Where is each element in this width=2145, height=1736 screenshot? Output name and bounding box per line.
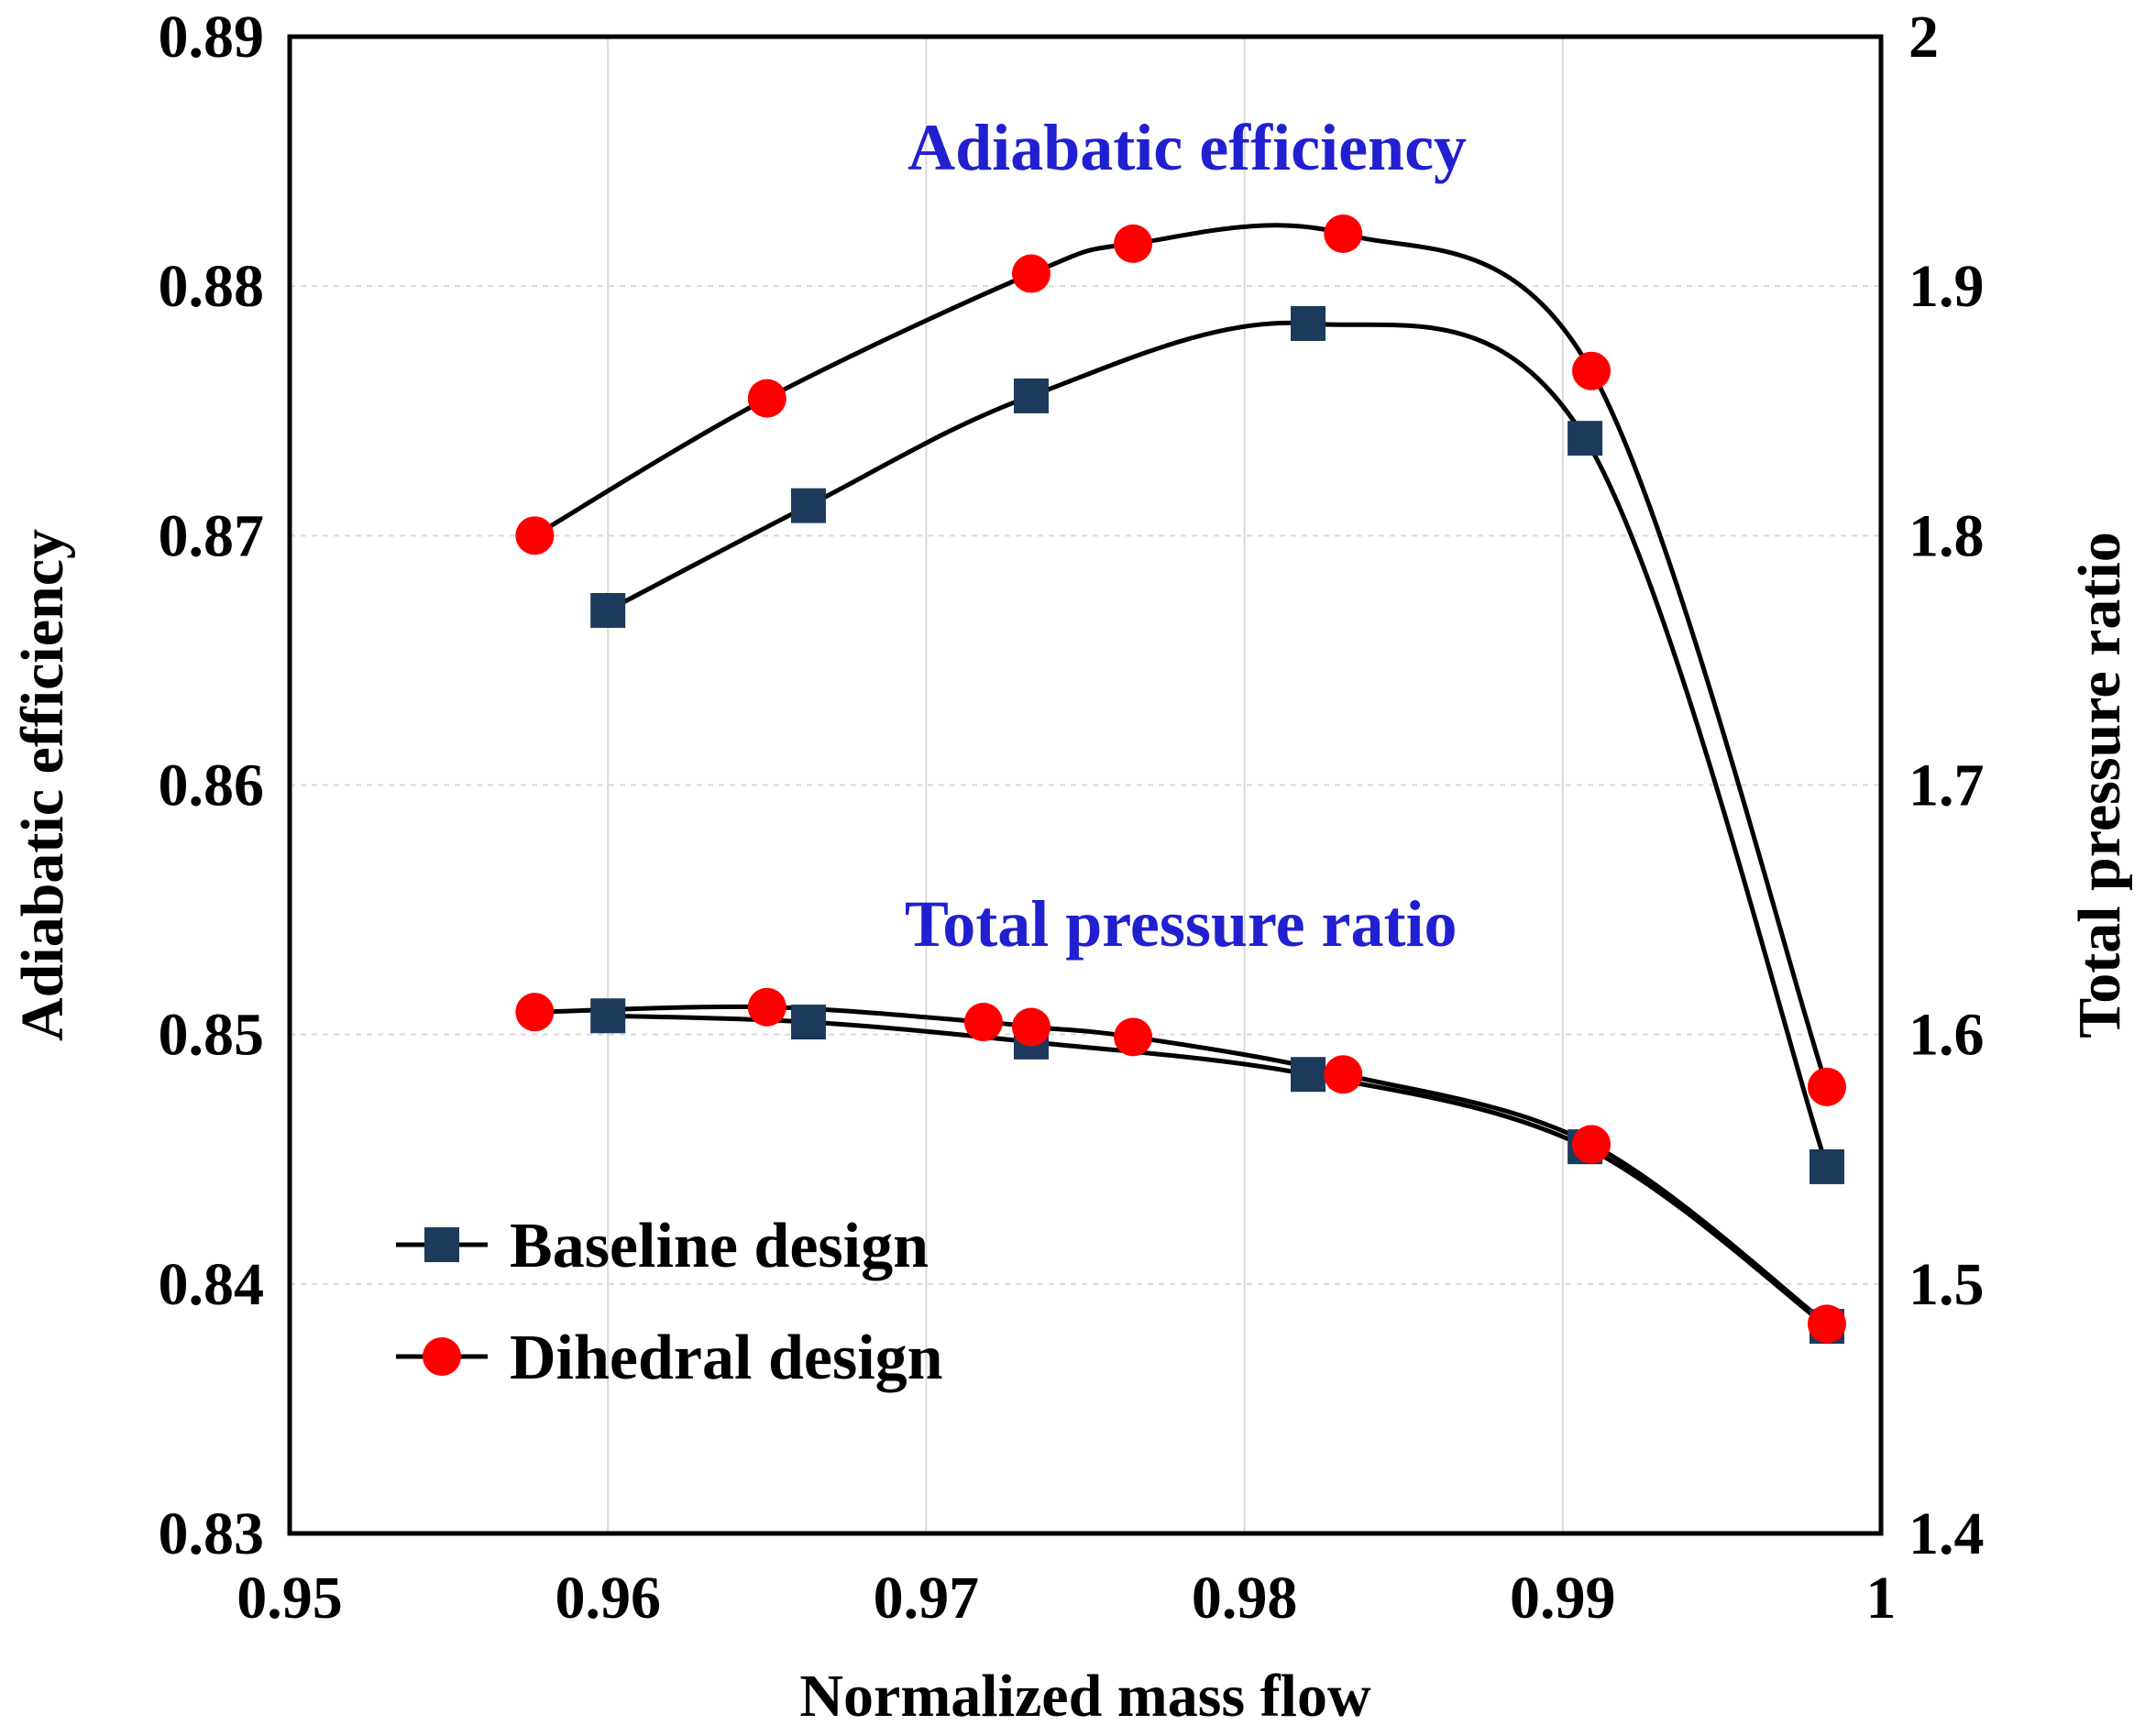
- marker-dihedral-pressure-1: [747, 987, 786, 1027]
- marker-baseline-efficiency-1: [790, 488, 826, 523]
- series-line-baseline-efficiency: [607, 320, 1830, 1168]
- y-left-tick-label: 0.83: [159, 1500, 265, 1567]
- marker-dihedral-efficiency-6: [1807, 1067, 1846, 1106]
- marker-dihedral-efficiency-1: [747, 379, 786, 418]
- y-right-tick-label: 1.6: [1908, 1002, 1985, 1069]
- x-tick-label: 0.99: [1510, 1565, 1616, 1632]
- y-axis-right-title: Total pressure ratio: [2066, 532, 2133, 1038]
- annotation-total-pressure-ratio: Total pressure ratio: [905, 887, 1458, 961]
- y-right-tick-label: 1.9: [1908, 253, 1985, 320]
- y-left-tick-label: 0.86: [159, 753, 265, 819]
- marker-dihedral-pressure-5: [1324, 1055, 1363, 1094]
- y-left-tick-label: 0.87: [159, 502, 265, 569]
- x-tick-label: 0.97: [874, 1565, 980, 1632]
- x-tick-label: 0.96: [555, 1565, 661, 1632]
- marker-dihedral-pressure-2: [963, 1003, 1003, 1042]
- plot-frame: [287, 34, 1884, 1536]
- marker-dihedral-efficiency-5: [1572, 351, 1612, 390]
- marker-baseline-efficiency-3: [1291, 305, 1326, 341]
- y-left-tick-label: 0.89: [159, 4, 265, 71]
- marker-dihedral-efficiency-4: [1324, 214, 1363, 254]
- marker-baseline-efficiency-4: [1568, 421, 1603, 456]
- legend: Baseline design Dihedral design: [396, 1211, 943, 1393]
- legend-marker-dihedral: [423, 1337, 461, 1376]
- y-left-tick-label: 0.85: [159, 1002, 265, 1069]
- marker-dihedral-pressure-4: [1114, 1017, 1153, 1057]
- marker-baseline-pressure-0: [590, 998, 626, 1034]
- x-tick-label: 0.95: [236, 1565, 343, 1632]
- marker-baseline-efficiency-5: [1809, 1148, 1844, 1184]
- y-left-tick-label: 0.84: [159, 1251, 265, 1318]
- marker-dihedral-pressure-3: [1011, 1007, 1050, 1047]
- x-tick-label: 1: [1866, 1565, 1897, 1632]
- y-right-tick-label: 1.8: [1908, 502, 1985, 569]
- series-markers: [515, 214, 1846, 1345]
- series-lines: [534, 223, 1830, 1329]
- y-right-tick-label: 1.4: [1908, 1500, 1985, 1567]
- x-tick-label: 0.98: [1192, 1565, 1298, 1632]
- y-left-tick-label: 0.88: [159, 253, 265, 320]
- axis-ticks: 0.95 0.96 0.97 0.98 0.99 1 0.83 0.84 0.85 0.86 0.8…: [159, 4, 1985, 1632]
- marker-dihedral-efficiency-2: [1011, 254, 1050, 293]
- grid-layer: [290, 37, 1881, 1533]
- marker-dihedral-efficiency-3: [1114, 224, 1153, 263]
- marker-dihedral-efficiency-0: [515, 516, 555, 555]
- legend-label-dihedral: Dihedral design: [510, 1323, 943, 1393]
- legend-label-baseline: Baseline design: [510, 1211, 929, 1281]
- legend-marker-baseline: [424, 1227, 459, 1262]
- marker-baseline-efficiency-0: [590, 592, 626, 628]
- y-right-tick-label: 2: [1908, 4, 1939, 71]
- marker-baseline-pressure-3: [1291, 1057, 1326, 1093]
- marker-baseline-efficiency-2: [1013, 378, 1049, 413]
- y-axis-left-title: Adiabatic efficiency: [9, 529, 76, 1041]
- marker-dihedral-pressure-7: [1807, 1304, 1846, 1344]
- y-right-tick-label: 1.7: [1908, 753, 1985, 819]
- marker-baseline-pressure-1: [790, 1005, 826, 1040]
- annotation-adiabatic-efficiency: Adiabatic efficiency: [908, 111, 1467, 184]
- marker-dihedral-pressure-6: [1572, 1125, 1612, 1164]
- marker-dihedral-pressure-0: [515, 993, 555, 1032]
- x-axis-title: Normalized mass flow: [799, 1663, 1371, 1730]
- y-right-tick-label: 1.5: [1908, 1251, 1985, 1318]
